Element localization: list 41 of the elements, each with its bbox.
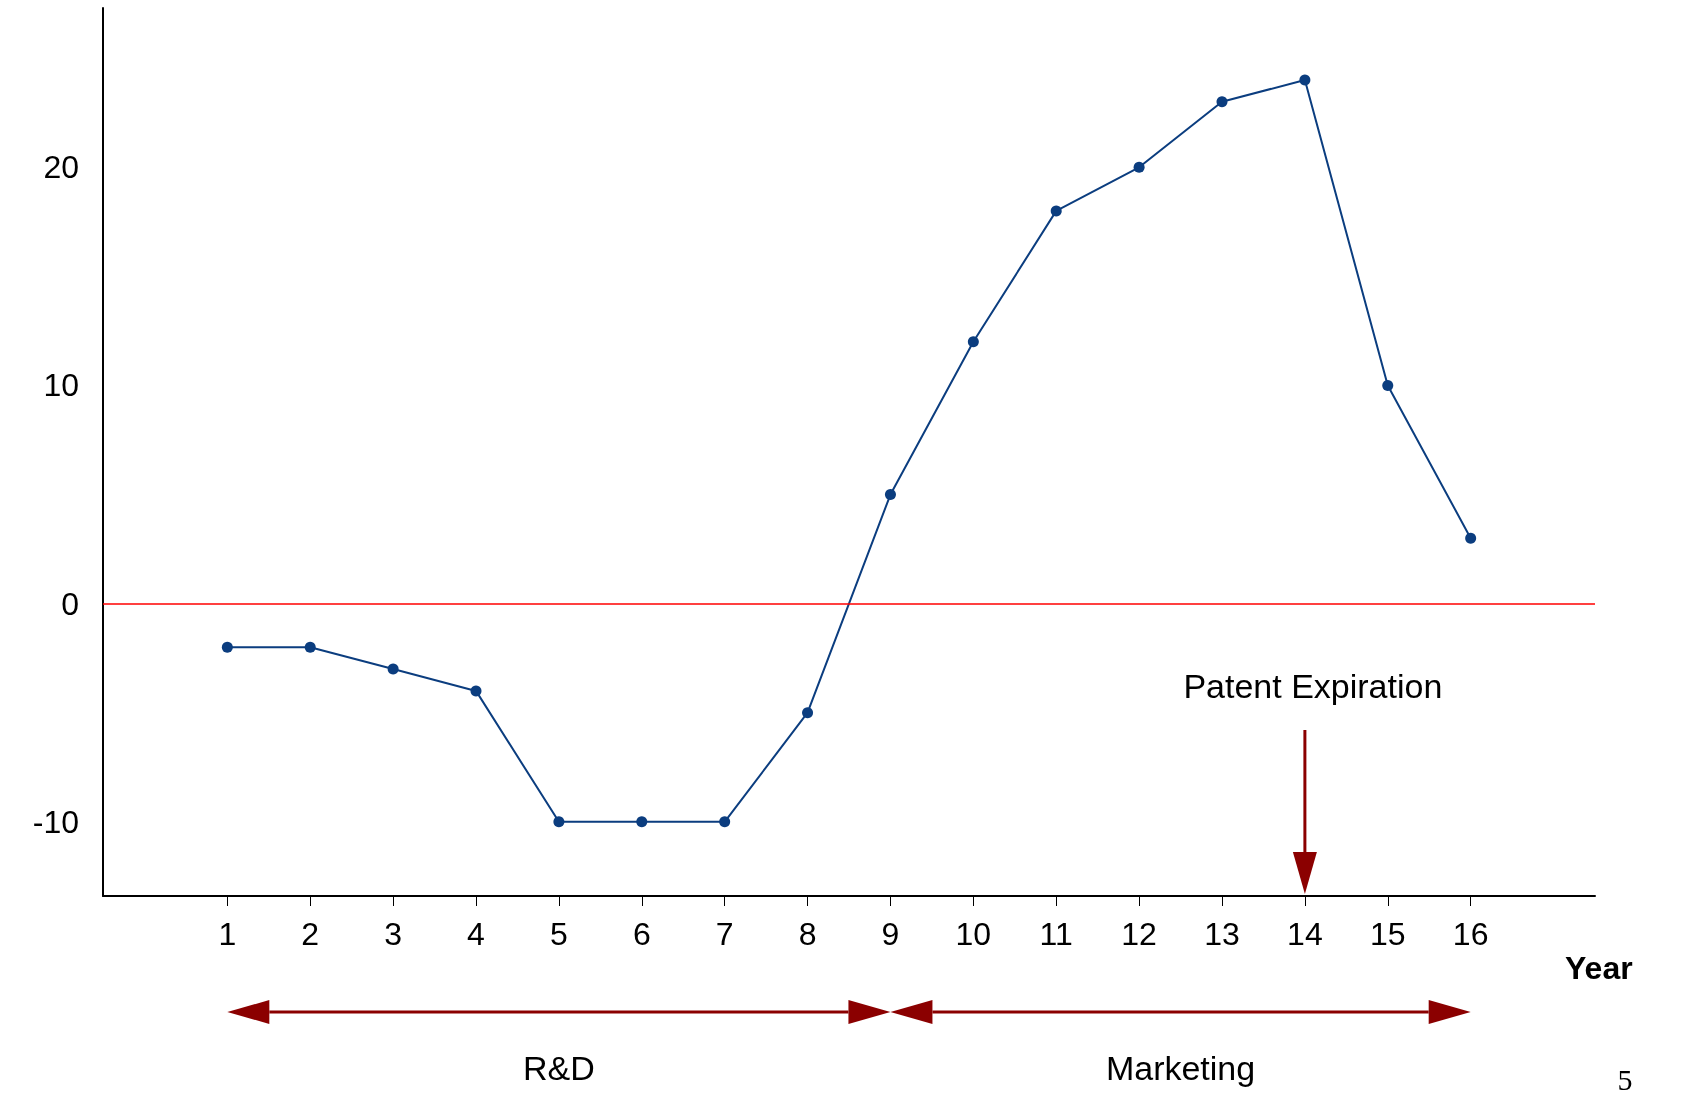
point <box>1133 161 1145 173</box>
text: Marketing <box>1105 1048 1256 1088</box>
y-tick-label: 20 <box>43 149 79 186</box>
point <box>967 336 979 348</box>
x-tick-label: 10 <box>955 916 992 952</box>
x-tick-label: 8 <box>798 916 817 952</box>
point <box>470 685 482 697</box>
x-tick-label: 12 <box>1121 916 1157 952</box>
x-tick-label: 16 <box>1452 916 1489 952</box>
point <box>719 816 731 828</box>
x-tick-label: 2 <box>301 916 320 952</box>
y-tick-label: 0 <box>61 585 79 622</box>
y-tick-label: 10 <box>43 367 79 404</box>
x-tick-label: 15 <box>1369 916 1406 952</box>
point <box>1382 379 1394 391</box>
point <box>1465 532 1477 544</box>
point <box>553 816 565 828</box>
point <box>387 663 399 675</box>
x-tick-label: 7 <box>715 916 734 952</box>
x-tick-label: 5 <box>549 916 568 952</box>
x-tick-label: 13 <box>1204 916 1240 952</box>
point <box>221 641 233 653</box>
point <box>1216 96 1228 108</box>
point <box>1050 205 1062 217</box>
point <box>884 489 896 501</box>
x-tick-label: 6 <box>632 916 651 952</box>
point <box>636 816 648 828</box>
point <box>1299 74 1311 86</box>
text: R&D <box>522 1048 595 1088</box>
x-tick-label: 3 <box>384 916 403 952</box>
annotation: Patent Expiration <box>1183 666 1443 706</box>
y-tick-label: -10 <box>32 803 79 840</box>
point <box>802 707 814 719</box>
x-tick-label: 1 <box>218 916 237 952</box>
text: 5 <box>1617 1063 1633 1097</box>
x-tick-label: 14 <box>1287 916 1323 952</box>
point <box>304 641 316 653</box>
x-tick-label: 11 <box>1039 916 1073 952</box>
x-tick-label: 9 <box>881 916 900 952</box>
x-tick-label: 4 <box>467 916 485 952</box>
x-axis-title: Year <box>1565 950 1633 986</box>
